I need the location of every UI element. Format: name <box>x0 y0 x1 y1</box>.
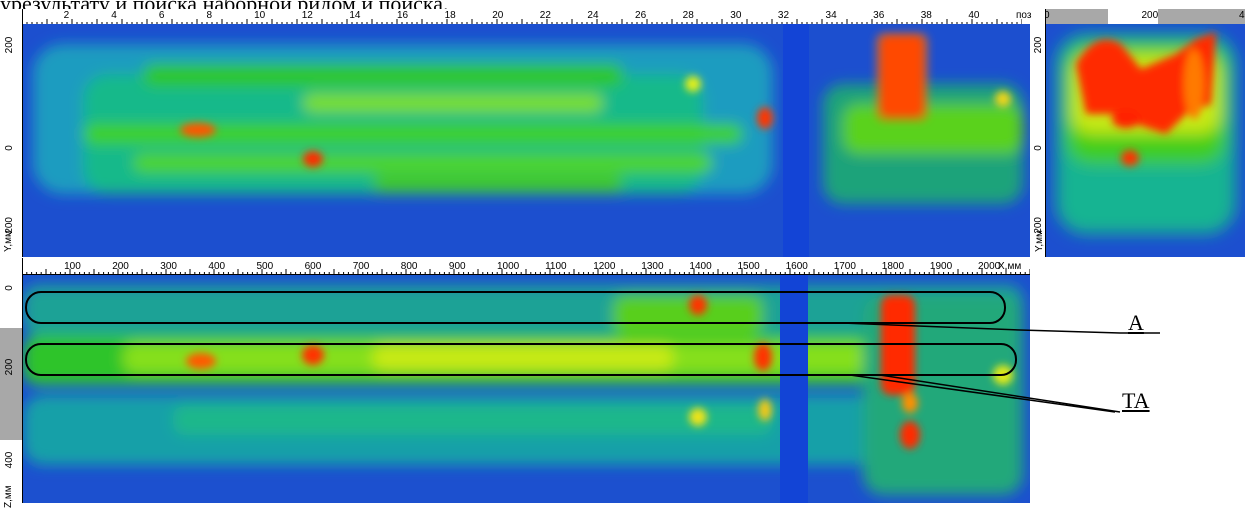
top-x-tick-1: 2 <box>63 10 70 21</box>
bottom-x-tick-10: 1000 <box>497 261 520 272</box>
label-ta: TA <box>1122 388 1150 413</box>
bottom-map-x-ruler <box>22 258 1030 275</box>
side-map-y-ruler <box>1032 9 1046 257</box>
top-x-tick-15: 30 <box>730 10 742 21</box>
top-heatmap <box>23 24 1030 257</box>
bottom-x-tick-7: 700 <box>352 261 370 272</box>
top-x-tick-2: 4 <box>111 10 117 21</box>
side-x-tick-1: 200 <box>1141 10 1159 21</box>
bottom-x-tick-3: 300 <box>160 261 177 272</box>
side-x-tick-2: 400 <box>1239 10 1245 21</box>
ruler-minor-ticks <box>22 269 1030 274</box>
leader-line-ta-1 <box>849 374 1116 413</box>
bottom-x-tick-17: 1700 <box>833 261 856 272</box>
label-a: A <box>1128 310 1144 335</box>
bottom-x-tick-16: 1600 <box>785 261 808 272</box>
bottom-x-tick-12: 1200 <box>593 261 616 272</box>
top-x-tick-20: 40 <box>968 10 980 21</box>
bottom-x-tick-11: 1100 <box>545 261 567 272</box>
side-heatmap-canvas <box>1046 24 1245 257</box>
bottom-x-tick-15: 1500 <box>737 261 760 272</box>
bottom-map-y-ruler-white <box>0 258 22 328</box>
top-x-tick-5: 10 <box>254 10 266 21</box>
bottom-map-x-unit: X,мм <box>998 261 1022 272</box>
top-x-tick-19: 38 <box>920 10 932 21</box>
bottom-x-tick-20: 2000 <box>978 261 1001 272</box>
top-x-tick-12: 24 <box>587 10 599 21</box>
top-x-tick-3: 6 <box>158 10 165 21</box>
leader-line-a <box>841 322 1160 334</box>
bottom-x-tick-2: 200 <box>112 261 129 272</box>
top-x-tick-14: 28 <box>682 10 694 21</box>
top-x-tick-11: 22 <box>539 10 551 21</box>
bottom-x-tick-8: 800 <box>400 261 418 272</box>
side-x-tick-0: 0 <box>1044 10 1050 21</box>
top-heatmap-canvas <box>23 24 1030 257</box>
bottom-x-tick-1: 100 <box>64 261 81 272</box>
region-a-outline <box>25 291 1006 324</box>
bottom-x-tick-9: 900 <box>448 261 466 272</box>
top-x-tick-4: 8 <box>206 10 213 21</box>
bottom-x-tick-6: 600 <box>304 261 322 272</box>
region-ta-outline <box>25 343 1017 376</box>
leader-line-ta-2 <box>879 374 1121 413</box>
bottom-x-tick-19: 1900 <box>929 261 953 272</box>
side-heatmap <box>1046 24 1245 257</box>
top-x-tick-21: поз. <box>1016 10 1035 21</box>
top-x-tick-8: 16 <box>396 10 409 21</box>
top-x-tick-16: 32 <box>777 10 790 21</box>
bottom-x-tick-5: 500 <box>256 261 274 272</box>
top-x-tick-10: 20 <box>492 10 504 21</box>
side-map-x-ruler-white <box>1108 9 1158 24</box>
ruler-minor-ticks <box>22 19 1022 24</box>
bottom-x-tick-14: 1400 <box>689 261 712 272</box>
bottom-x-tick-13: 1300 <box>641 261 664 272</box>
bottom-x-tick-18: 1800 <box>881 261 905 272</box>
bottom-x-tick-4: 400 <box>208 261 226 272</box>
top-map-y-ruler <box>0 9 23 257</box>
top-x-tick-9: 18 <box>444 10 456 21</box>
bottom-map-y-ruler-white-2 <box>0 440 22 503</box>
top-x-tick-18: 36 <box>873 10 885 21</box>
top-x-tick-6: 12 <box>301 10 313 21</box>
top-x-tick-13: 26 <box>635 10 647 21</box>
top-x-tick-7: 14 <box>349 10 361 21</box>
top-x-tick-17: 34 <box>825 10 837 21</box>
